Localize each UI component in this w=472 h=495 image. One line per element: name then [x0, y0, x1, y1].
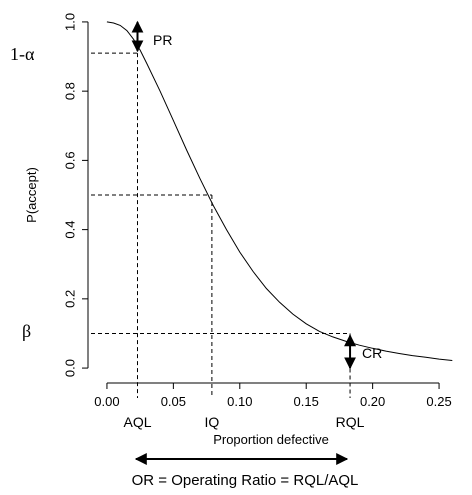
y-tick-label: 0.6 [63, 151, 78, 169]
one-minus-alpha-label: 1-α [10, 44, 35, 64]
x-tick-label: 0.00 [94, 394, 119, 409]
y-tick-label: 0.4 [63, 221, 78, 239]
x-tick-label: 0.15 [294, 394, 319, 409]
pr-label: PR [153, 32, 172, 48]
x-axis-ticks: 0.00 0.05 0.10 0.15 0.20 0.25 [94, 383, 452, 409]
rql-label: RQL [336, 414, 365, 430]
axes: 0.00 0.05 0.10 0.15 0.20 0.25 0.0 0.2 0.4 0.6 0.8… [63, 13, 452, 409]
x-tick-label: 0.10 [227, 394, 252, 409]
cr-label: CR [362, 345, 382, 361]
aql-label: AQL [123, 414, 151, 430]
y-tick-label: 0.2 [63, 290, 78, 308]
x-tick-label: 0.25 [426, 394, 451, 409]
y-tick-label: 1.0 [63, 13, 78, 31]
y-axis-title: P(accept) [24, 167, 39, 223]
operating-ratio-label: OR = Operating Ratio = RQL/AQL [132, 472, 359, 489]
y-tick-label: 0.8 [63, 82, 78, 100]
x-axis-title: Proportion defective [213, 432, 329, 447]
beta-label: β [22, 321, 31, 341]
x-tick-label: 0.05 [161, 394, 186, 409]
y-tick-label: 0.0 [63, 359, 78, 377]
y-axis-ticks: 0.0 0.2 0.4 0.6 0.8 1.0 [63, 13, 88, 377]
reference-lines [91, 52, 351, 398]
iq-label: IQ [204, 414, 219, 430]
x-tick-label: 0.20 [360, 394, 385, 409]
oc-curve-line [106, 21, 453, 361]
